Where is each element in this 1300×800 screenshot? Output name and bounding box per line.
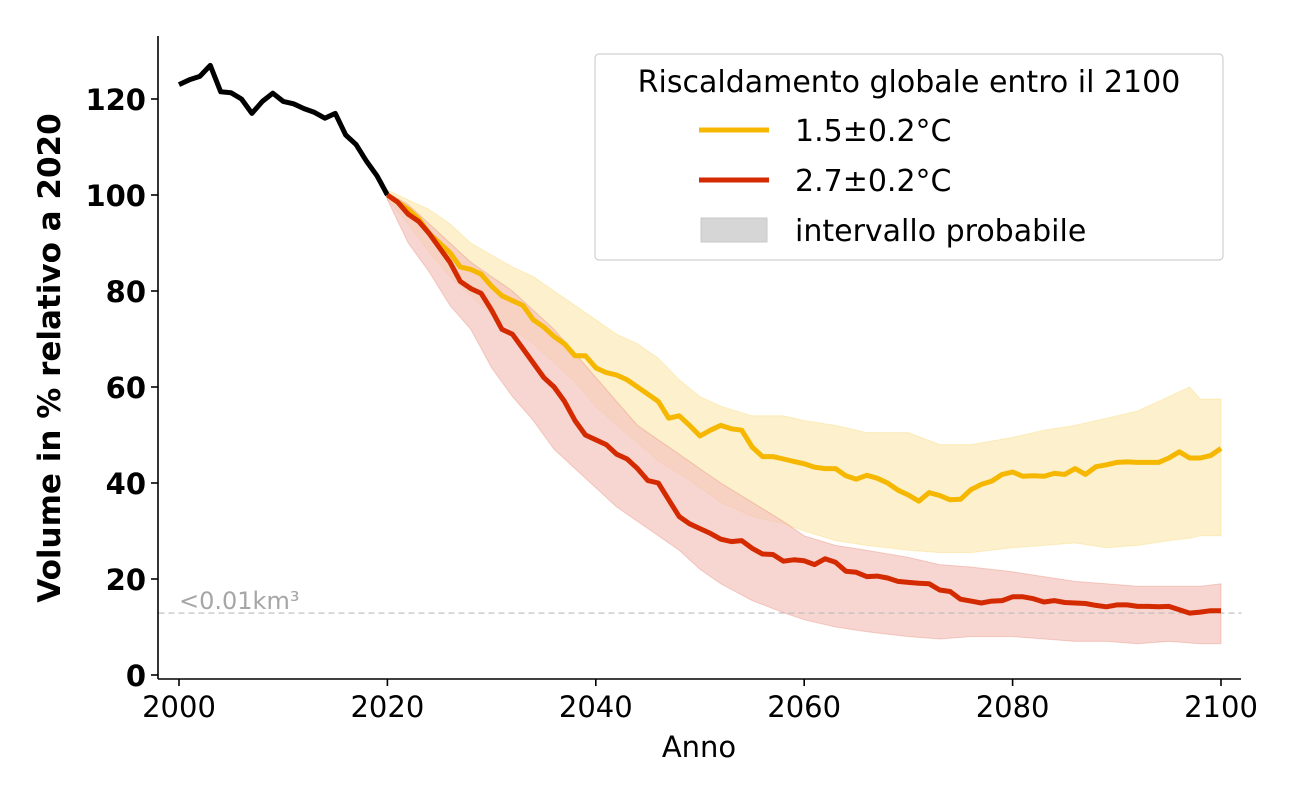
x-tick-label: 2020: [350, 690, 424, 724]
x-tick-label: 2000: [142, 690, 216, 724]
x-ticks: 2000 2020 2040 2060 2080 2100: [142, 679, 1258, 724]
series-lines: [177, 62, 1223, 616]
confidence-bands: [386, 189, 1222, 645]
y-axis-label: Volume in % relativo a 2020: [32, 113, 68, 602]
legend-label-likely-range: intervallo probabile: [795, 214, 1086, 249]
band-2-7c: [386, 191, 1222, 645]
legend-title: Riscaldamento globale entro il 2100: [638, 65, 1181, 100]
x-tick-label: 2060: [767, 690, 841, 724]
legend-box: [594, 53, 1224, 261]
threshold-label: <0.01km³: [179, 587, 299, 615]
y-tick-label: 120: [85, 83, 146, 117]
legend-label-2-7c: 2.7±0.2°C: [795, 164, 952, 199]
y-tick-label: 40: [106, 467, 146, 501]
x-tick-label: 2100: [1184, 690, 1258, 724]
x-tick-label: 2080: [976, 690, 1050, 724]
legend-label-1-5c: 1.5±0.2°C: [795, 114, 952, 149]
line-1-5c: [385, 192, 1223, 504]
x-axis-label: Anno: [662, 730, 736, 764]
legend: Riscaldamento globale entro il 2100 1.5±…: [594, 53, 1224, 261]
y-tick-label: 80: [106, 275, 146, 309]
y-tick-label: 20: [106, 563, 146, 597]
legend-swatch-likely-range: [700, 217, 768, 243]
y-tick-label: 60: [106, 371, 146, 405]
y-tick-label: 0: [126, 659, 146, 693]
y-tick-label: 100: [85, 179, 146, 213]
y-ticks: 0 20 40 60 80 100 120: [85, 83, 158, 693]
x-tick-label: 2040: [559, 690, 633, 724]
threshold-group: <0.01km³: [158, 587, 1242, 615]
line-observed: [177, 62, 390, 197]
line-2-7c: [385, 192, 1221, 616]
